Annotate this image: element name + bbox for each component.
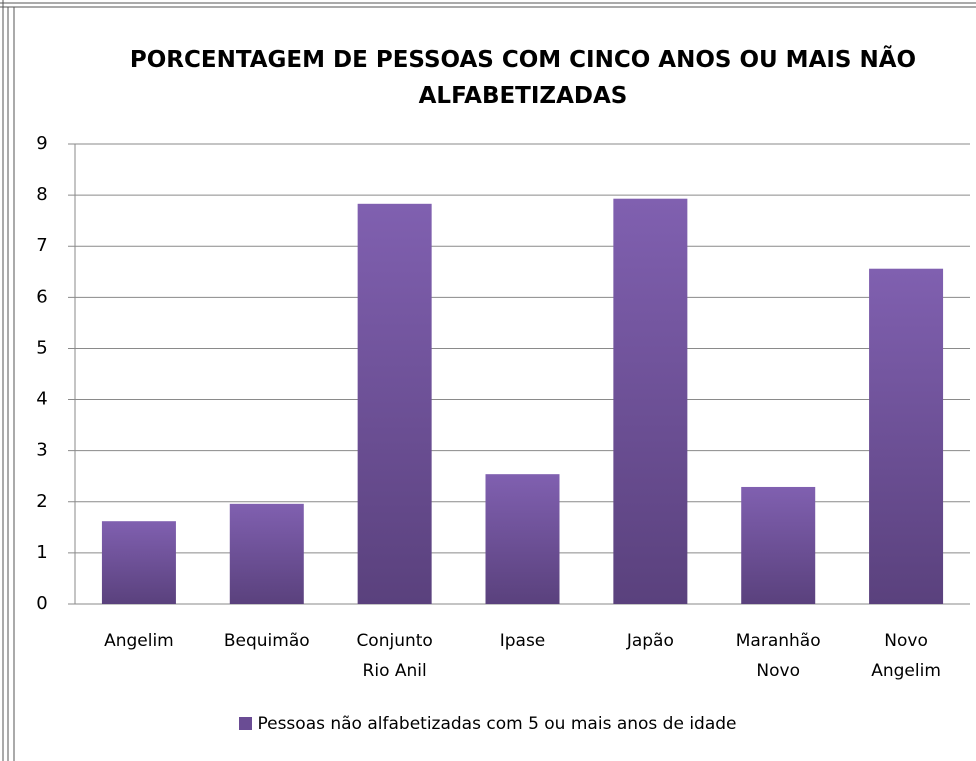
x-tick-label: Ipase <box>499 631 546 651</box>
y-tick-label: 9 <box>36 133 47 154</box>
x-tick-label: Japão <box>626 631 674 651</box>
y-tick-label: 5 <box>36 337 47 358</box>
bar <box>357 203 432 605</box>
y-tick-label: 6 <box>36 286 47 307</box>
y-tick-label: 2 <box>36 491 47 512</box>
y-tick-label: 3 <box>36 440 47 461</box>
bar <box>485 474 560 604</box>
bar <box>613 198 688 604</box>
x-tick-label: Conjunto Rio Anil <box>356 631 433 681</box>
bar <box>229 503 304 604</box>
y-tick-label: 1 <box>36 542 47 563</box>
bar <box>101 521 176 604</box>
bar <box>869 268 944 604</box>
legend: Pessoas não alfabetizadas com 5 ou mais … <box>0 714 976 734</box>
y-tick-label: 4 <box>36 389 47 410</box>
y-tick-label: 8 <box>36 184 47 205</box>
legend-label: Pessoas não alfabetizadas com 5 ou mais … <box>257 714 737 734</box>
x-tick-label: Bequimão <box>223 631 310 651</box>
y-tick-label: 0 <box>36 593 47 614</box>
x-tick-label: Angelim <box>104 631 174 651</box>
bar <box>741 486 816 604</box>
x-tick-label: Maranhão Novo <box>735 631 821 681</box>
legend-swatch <box>239 717 253 730</box>
chart-title: PORCENTAGEM DE PESSOAS COM CINCO ANOS OU… <box>129 47 917 109</box>
y-tick-label: 7 <box>36 235 47 256</box>
x-tick-label: Novo Angelim <box>871 631 941 681</box>
